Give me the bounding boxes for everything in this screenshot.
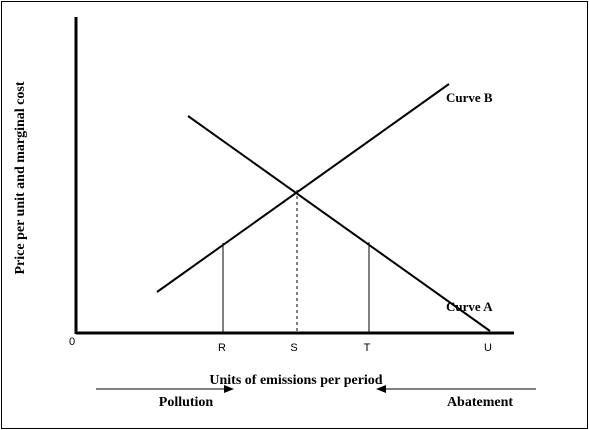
curve-a-label: Curve A [446, 299, 493, 314]
tick-label-t: T [364, 342, 371, 354]
curve-b-line [156, 83, 450, 293]
x-axis-label: Units of emissions per period [209, 373, 382, 388]
origin-label: 0 [69, 336, 75, 348]
tick-label-r: R [218, 342, 226, 354]
curve-b-label: Curve B [446, 90, 493, 105]
abatement-label: Abatement [447, 395, 513, 410]
tick-label-s: S [290, 342, 297, 354]
abatement-arrowhead [376, 385, 386, 393]
pollution-label: Pollution [159, 395, 214, 410]
tick-label-u: U [484, 342, 492, 354]
pollution-arrowhead [224, 385, 234, 393]
curve-a-line [187, 115, 491, 332]
y-axis-label: Price per unit and marginal cost [13, 81, 28, 274]
